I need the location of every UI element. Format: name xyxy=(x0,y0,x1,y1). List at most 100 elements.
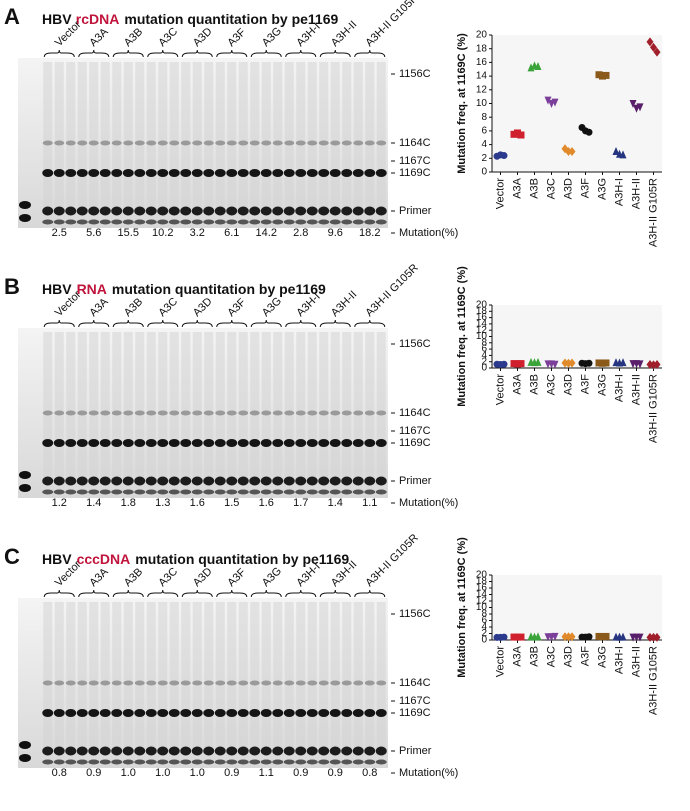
lane-smear xyxy=(169,332,179,482)
y-tick-label: 18 xyxy=(476,43,488,54)
lane-brace xyxy=(147,589,179,598)
band xyxy=(99,206,111,216)
band xyxy=(261,140,272,146)
band xyxy=(192,680,203,686)
band xyxy=(364,439,376,447)
band xyxy=(65,439,77,447)
lane-smear xyxy=(376,62,386,212)
lane-smear xyxy=(296,602,306,752)
band xyxy=(65,489,77,495)
band xyxy=(352,206,364,216)
data-point xyxy=(517,131,525,139)
band xyxy=(329,759,341,765)
lane-brace xyxy=(78,589,110,598)
band xyxy=(157,759,169,765)
band xyxy=(76,476,88,486)
mutation-value: 5.6 xyxy=(86,227,101,239)
lane-label: A3C xyxy=(156,296,180,320)
lane-smear xyxy=(43,602,53,752)
band xyxy=(272,746,284,756)
x-tick-label: A3H-II G105R xyxy=(647,178,659,247)
band xyxy=(330,410,341,416)
band xyxy=(53,219,65,225)
data-point xyxy=(585,359,593,367)
mutation-value: 1.3 xyxy=(155,497,170,509)
lane-smear xyxy=(181,62,191,212)
mutation-value: 1.2 xyxy=(52,497,67,509)
band xyxy=(341,476,353,486)
band xyxy=(272,476,284,486)
lane-smear xyxy=(158,332,168,482)
x-tick-label: Vector xyxy=(494,374,506,406)
panel-title: HBV cccDNA mutation quantitation by pe1169 xyxy=(42,551,349,567)
data-point xyxy=(517,633,525,641)
y-tick-label: 6 xyxy=(481,126,487,137)
lane-smear xyxy=(330,602,340,752)
band xyxy=(260,759,272,765)
band xyxy=(99,746,111,756)
lane-smear xyxy=(146,62,156,212)
band xyxy=(295,746,307,756)
y-tick-label: 2 xyxy=(481,628,487,639)
y-tick-label: 12 xyxy=(476,84,488,95)
lane-label: A3A xyxy=(87,566,111,590)
band xyxy=(168,746,180,756)
band xyxy=(272,439,284,447)
band xyxy=(65,746,77,756)
data-point xyxy=(534,62,542,71)
mutation-value: 0.9 xyxy=(293,767,308,779)
band xyxy=(65,476,77,486)
lane-smear xyxy=(330,62,340,212)
band xyxy=(364,709,376,717)
band xyxy=(329,746,341,756)
title-part: HBV xyxy=(42,281,72,297)
band xyxy=(145,206,157,216)
y-tick-label: 12 xyxy=(476,325,488,336)
marker-band xyxy=(19,201,31,209)
lane-smear xyxy=(307,62,317,212)
y-tick-label: 4 xyxy=(481,139,487,150)
lane-smear xyxy=(181,332,191,482)
mutation-value: 18.2 xyxy=(359,227,380,239)
lane-smear xyxy=(319,332,329,482)
data-point xyxy=(636,360,644,369)
band xyxy=(238,680,249,686)
lane-smear xyxy=(204,602,214,752)
lane-label: A3D xyxy=(191,566,215,590)
band xyxy=(180,759,192,765)
lane-smear xyxy=(89,332,99,482)
band xyxy=(226,476,238,486)
band xyxy=(180,709,192,717)
band xyxy=(226,439,238,447)
band xyxy=(318,709,330,717)
lane-smear xyxy=(227,62,237,212)
band xyxy=(203,219,215,225)
lane-smear xyxy=(215,332,225,482)
y-tick-label: 16 xyxy=(476,312,488,323)
band xyxy=(168,439,180,447)
lane-smear xyxy=(330,332,340,482)
data-point xyxy=(544,96,552,105)
x-tick-label: A3F xyxy=(579,178,591,198)
band xyxy=(203,746,215,756)
band xyxy=(168,476,180,486)
lane-smear xyxy=(353,332,363,482)
band xyxy=(341,439,353,447)
data-point xyxy=(646,37,654,47)
lane-smear xyxy=(112,332,122,482)
x-tick-label: Vector xyxy=(494,178,506,210)
band xyxy=(341,709,353,717)
y-tick-label: 10 xyxy=(476,331,488,342)
band xyxy=(375,489,387,495)
band xyxy=(42,709,54,717)
data-point xyxy=(534,357,542,366)
band xyxy=(318,489,330,495)
band xyxy=(306,476,318,486)
band xyxy=(237,219,249,225)
lane-brace xyxy=(112,319,144,328)
band xyxy=(203,439,215,447)
band xyxy=(134,140,145,146)
lane-smear xyxy=(273,62,283,212)
band xyxy=(88,709,100,717)
band xyxy=(306,759,318,765)
